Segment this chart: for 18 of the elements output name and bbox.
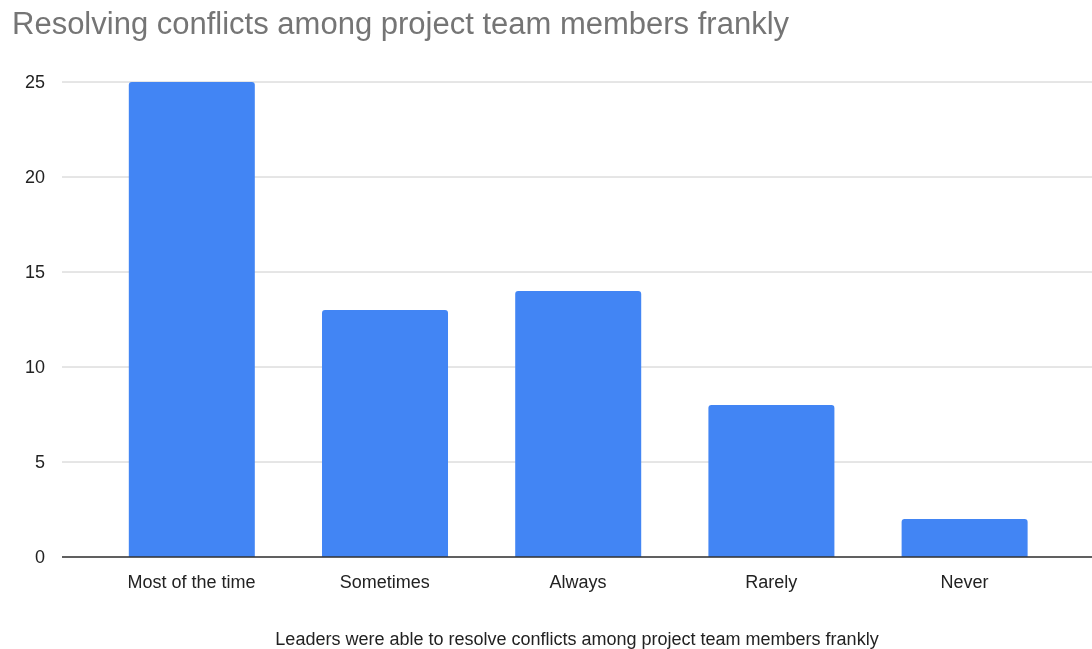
y-tick-label: 0 [34, 547, 45, 568]
y-tick-label: 25 [24, 72, 45, 93]
bar [322, 310, 449, 557]
bar [515, 291, 642, 557]
y-tick-label: 15 [24, 262, 45, 283]
x-tick-label: Sometimes [339, 571, 430, 592]
chart-title: Resolving conflicts among project team members frankly [12, 5, 790, 43]
bar [708, 405, 835, 557]
bar [901, 519, 1028, 557]
y-tick-label: 10 [24, 357, 45, 378]
x-axis-title: Leaders were able to resolve conflicts among project team members frankly [275, 629, 879, 649]
x-tick-label: Most of the time [127, 571, 256, 592]
y-tick-label: 5 [34, 452, 45, 473]
y-tick-label: 20 [24, 167, 45, 188]
x-tick-label: Rarely [745, 571, 798, 592]
x-tick-label: Never [940, 571, 989, 592]
x-tick-label: Always [549, 571, 607, 592]
bar [128, 82, 255, 557]
